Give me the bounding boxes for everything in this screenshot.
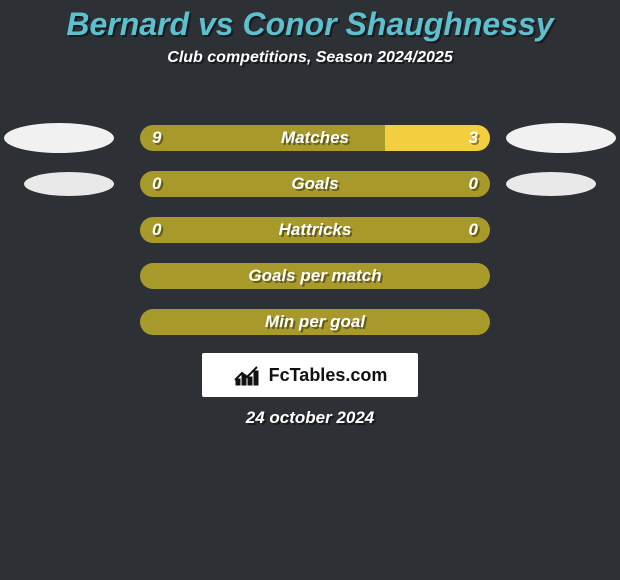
stat-bar-track	[140, 217, 490, 243]
stat-row: 0 0 Goals	[0, 168, 620, 214]
stat-bar-left	[140, 125, 385, 151]
stat-row: 9 3 Matches	[0, 122, 620, 168]
page-title: Bernard vs Conor Shaughnessy	[0, 0, 620, 43]
stat-bar-left	[140, 263, 490, 289]
player-left-avatar	[24, 172, 114, 196]
comparison-page: Bernard vs Conor Shaughnessy Club compet…	[0, 0, 620, 580]
stat-row: Goals per match	[0, 260, 620, 306]
player-right-avatar	[506, 123, 616, 153]
stats-container: 9 3 Matches 0 0 Goals 0 0 Hattricks	[0, 122, 620, 352]
stat-value-left: 0	[152, 171, 161, 197]
player-left-avatar	[4, 123, 114, 153]
stat-row: Min per goal	[0, 306, 620, 352]
stat-bar-left	[140, 309, 490, 335]
stat-value-left: 9	[152, 125, 161, 151]
stat-value-right: 3	[469, 125, 478, 151]
snapshot-date: 24 october 2024	[0, 408, 620, 428]
page-subtitle: Club competitions, Season 2024/2025	[0, 49, 620, 67]
stat-bar-track	[140, 125, 490, 151]
stat-value-right: 0	[469, 171, 478, 197]
stat-value-left: 0	[152, 217, 161, 243]
source-badge[interactable]: FcTables.com	[202, 353, 418, 397]
chart-icon	[233, 364, 263, 386]
stat-bar-track	[140, 171, 490, 197]
stat-value-right: 0	[469, 217, 478, 243]
stat-bar-track	[140, 263, 490, 289]
stat-bar-track	[140, 309, 490, 335]
player-right-avatar	[506, 172, 596, 196]
source-badge-text: FcTables.com	[269, 365, 388, 386]
stat-bar-left	[140, 171, 490, 197]
stat-row: 0 0 Hattricks	[0, 214, 620, 260]
stat-bar-left	[140, 217, 490, 243]
